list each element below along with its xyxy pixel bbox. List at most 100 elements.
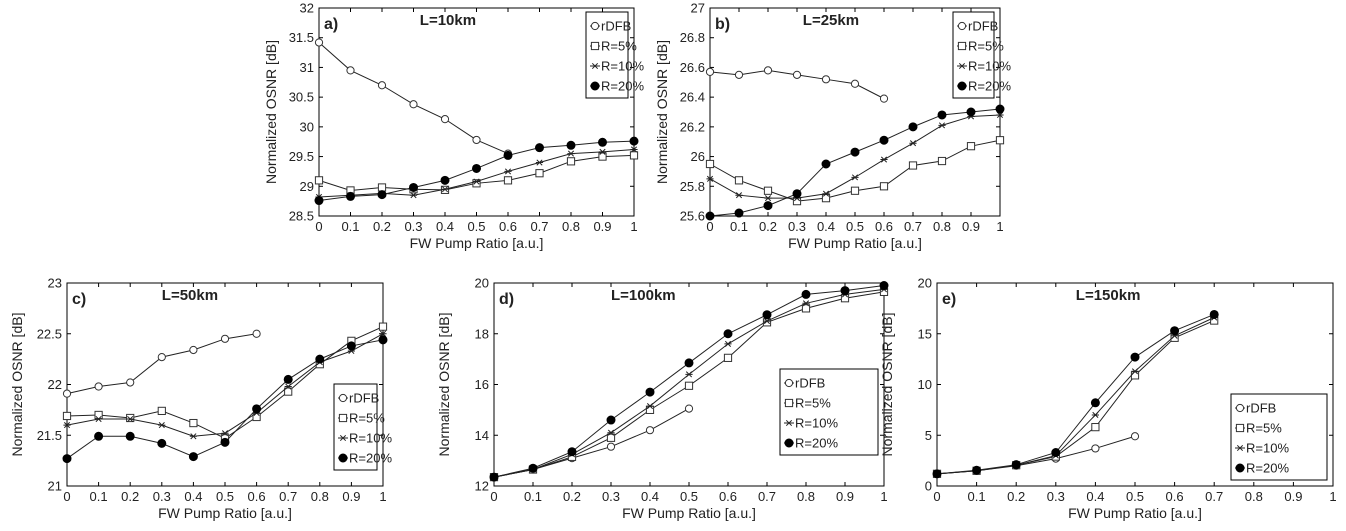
legend-entry: R=5% (795, 396, 831, 411)
x-tick-label: 0.2 (563, 489, 581, 504)
y-tick-label: 26.8 (680, 30, 705, 45)
data-point (938, 122, 946, 129)
data-point (606, 433, 616, 442)
x-tick-label: 0.5 (467, 219, 485, 234)
series-4 (489, 281, 889, 482)
data-point (441, 186, 449, 193)
data-point (821, 194, 831, 203)
legend-entry: rDFB (349, 391, 379, 406)
data-point (879, 135, 889, 145)
data-point (645, 387, 655, 397)
data-point (409, 100, 418, 109)
x-tick-label: 0.1 (968, 489, 986, 504)
data-point (734, 70, 744, 79)
y-tick-label: 14 (475, 428, 489, 443)
data-point (157, 438, 167, 448)
x-tick-label: 1 (880, 489, 887, 504)
legend-entry: R=10% (349, 431, 392, 446)
x-tick-label: 0.8 (562, 219, 580, 234)
y-tick-label: 32 (300, 1, 314, 16)
legend-swatch-marker (590, 21, 600, 31)
data-point (489, 472, 499, 482)
legend-entry: R=10% (1246, 441, 1289, 456)
x-tick-label: 0 (706, 219, 713, 234)
x-tick-label: 0.4 (641, 489, 659, 504)
data-point (685, 371, 693, 378)
data-point (880, 156, 888, 163)
data-point (346, 341, 356, 351)
series-1 (489, 404, 694, 482)
x-axis-label: FW Pump Ratio [a.u.] (1068, 505, 1202, 521)
legend: rDFB R=5% R=10% R=20% (585, 11, 644, 99)
y-tick-label: 29.5 (289, 149, 314, 164)
x-tick-label: 0.8 (311, 489, 329, 504)
series-4 (314, 136, 639, 206)
legend-swatch-marker (1235, 403, 1245, 413)
data-point (706, 175, 714, 182)
x-tick-label: 0.2 (1007, 489, 1025, 504)
y-tick-label: 31.5 (289, 30, 314, 45)
data-point (503, 176, 513, 185)
data-point (284, 387, 293, 396)
data-point (684, 381, 694, 390)
series-line (318, 148, 635, 198)
data-point (378, 335, 388, 345)
y-tick-label: 5 (925, 428, 932, 443)
data-point (220, 437, 230, 447)
x-tick-label: 1 (630, 219, 637, 234)
data-point (566, 140, 576, 150)
series-line (936, 317, 1215, 475)
data-point (821, 159, 831, 169)
panel-label: e) (942, 291, 956, 308)
data-point (314, 176, 324, 185)
y-tick-label: 23 (48, 276, 62, 291)
y-tick-label: 30 (300, 119, 314, 134)
x-tick-label: 0.6 (499, 219, 517, 234)
legend-swatch-marker (784, 438, 794, 448)
panel-label: a) (324, 16, 338, 33)
data-point (850, 147, 860, 157)
chart-panel-2: 0 0.1 0.2 0.3 0.4 0.5 0.6 0.7 0.8 0.9 1 25.6 25.8 26 2… (654, 1, 1011, 252)
y-tick-label: 15 (918, 326, 932, 341)
data-point (220, 334, 230, 343)
series-line (709, 108, 1001, 217)
data-point (472, 163, 481, 173)
data-point (1011, 460, 1021, 470)
x-axis-label: FW Pump Ratio [a.u.] (158, 505, 292, 521)
legend-entry: R=5% (349, 411, 385, 426)
data-point (995, 136, 1005, 145)
legend: rDFB R=5% R=10% R=20% (779, 368, 879, 456)
data-point (535, 143, 544, 153)
series-1 (705, 66, 889, 103)
legend-entry: R=5% (1246, 421, 1282, 436)
data-point (62, 389, 72, 398)
x-tick-label: 0.6 (1166, 489, 1184, 504)
x-tick-label: 0.8 (1245, 489, 1263, 504)
panel-label: c) (72, 291, 86, 308)
x-tick-label: 0.5 (680, 489, 698, 504)
x-tick-label: 0.6 (719, 489, 737, 504)
legend-entry: R=5% (601, 39, 637, 54)
y-tick-label: 27 (691, 1, 705, 16)
data-point (1051, 448, 1061, 458)
data-point (409, 182, 418, 192)
data-point (535, 169, 544, 178)
data-point (705, 211, 715, 221)
legend-swatch-marker (1236, 444, 1244, 452)
data-point (908, 161, 918, 170)
panel-title: L=100km (611, 287, 676, 304)
data-point (598, 152, 607, 161)
data-point (646, 403, 654, 410)
data-point (724, 340, 732, 347)
series-line (318, 42, 509, 155)
data-point (723, 329, 733, 339)
data-point (763, 66, 773, 75)
legend: rDFB R=5% R=10% R=20% (952, 11, 1011, 99)
data-point (95, 415, 103, 423)
data-point (566, 157, 576, 166)
data-point (1091, 423, 1100, 432)
data-point (937, 110, 947, 120)
data-point (972, 465, 982, 475)
legend-entry: R=10% (968, 59, 1011, 74)
x-tick-label: 0.5 (846, 219, 864, 234)
